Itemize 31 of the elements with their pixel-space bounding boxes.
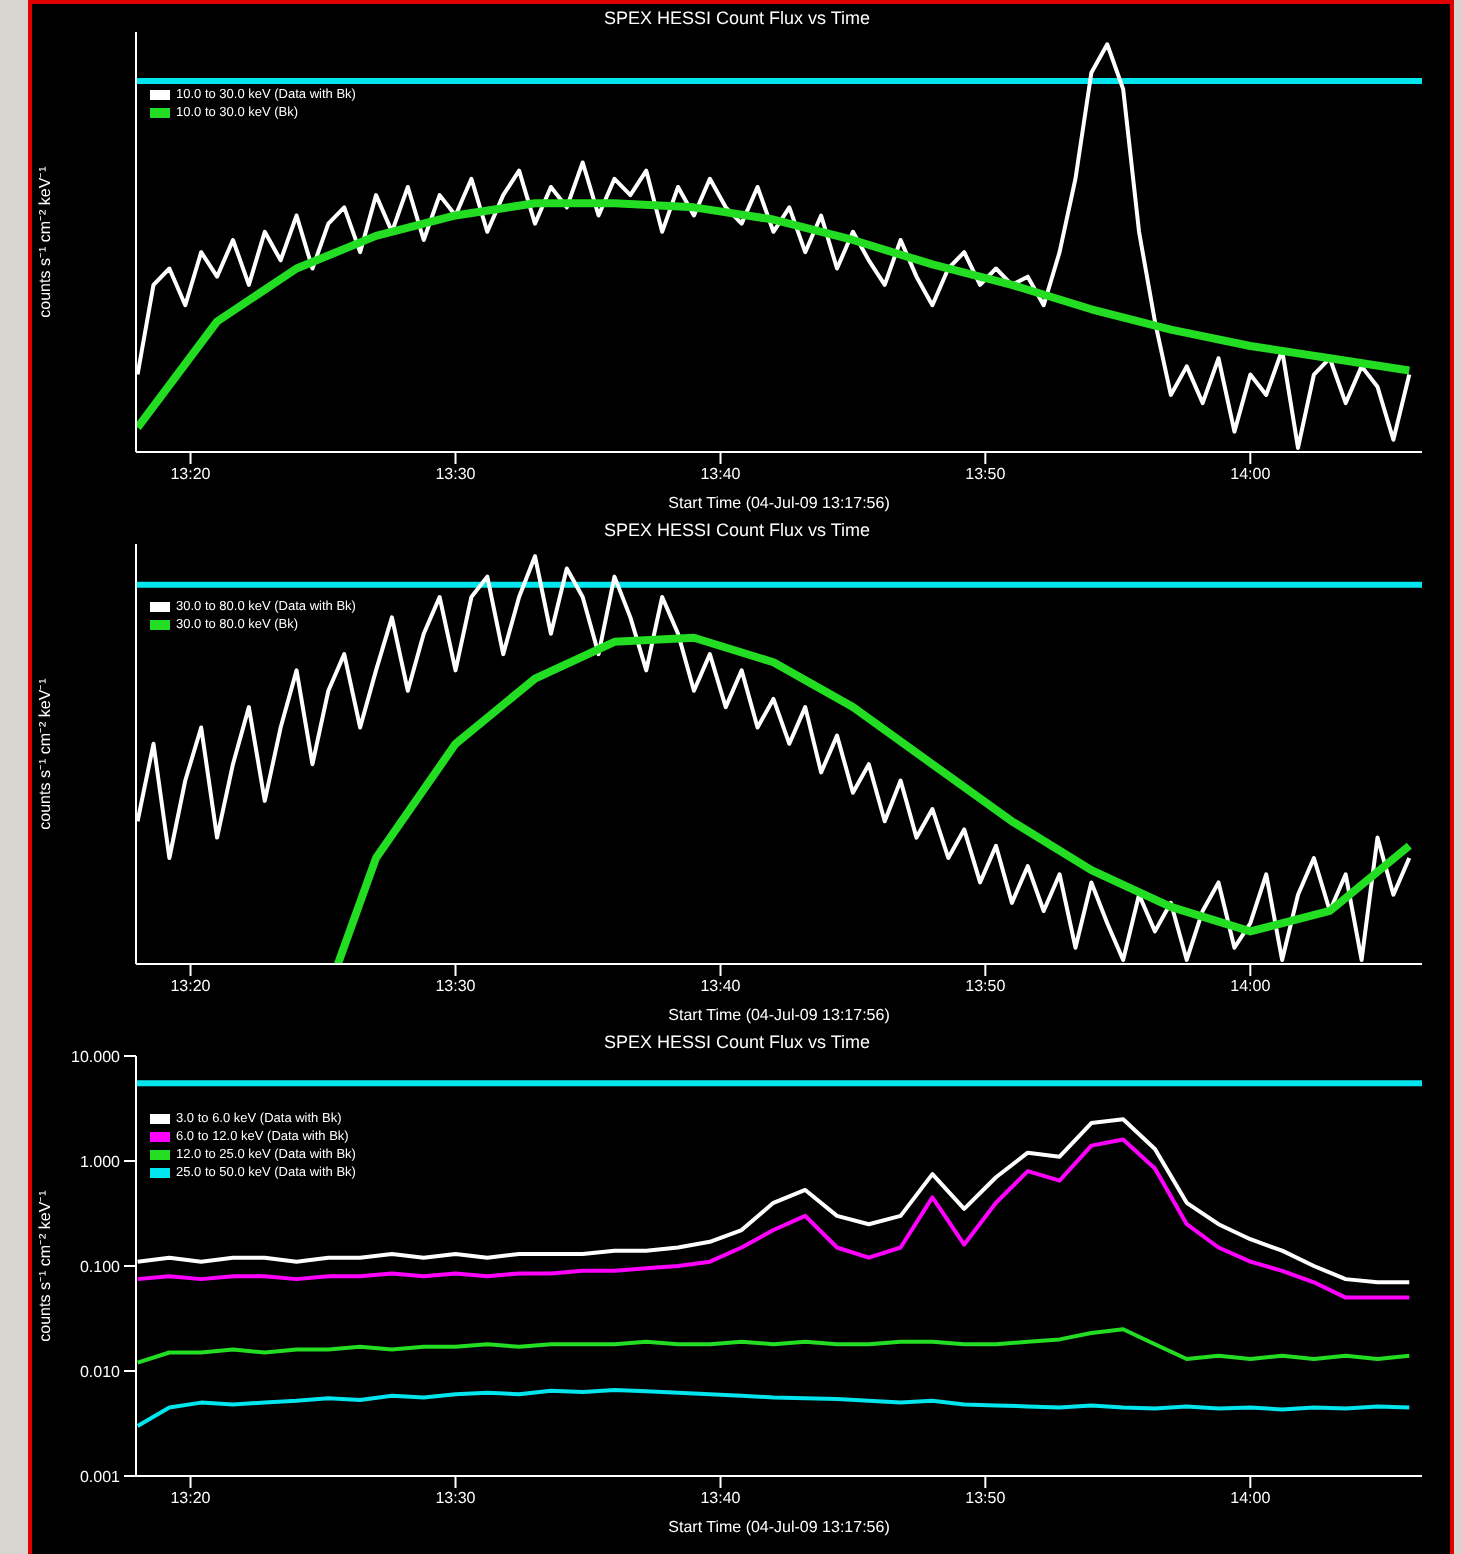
x-axis-title: Start Time (04-Jul-09 13:17:56): [668, 494, 891, 512]
y-axis-title: counts s⁻¹ cm⁻² keV⁻¹: [35, 165, 54, 318]
chart-title: SPEX HESSI Count Flux vs Time: [601, 520, 873, 540]
x-tick-label: 14:00: [1230, 1489, 1272, 1508]
x-tick-label: 13:30: [435, 1489, 477, 1508]
x-tick-label: 13:30: [435, 465, 477, 484]
x-axis-title: Start Time (04-Jul-09 13:17:56): [668, 1006, 891, 1024]
x-axis-title: Start Time (04-Jul-09 13:17:56): [668, 1518, 891, 1536]
x-tick-label: 13:20: [170, 977, 212, 996]
x-tick-label: 13:40: [700, 1489, 742, 1508]
line-series: [136, 1327, 1412, 1365]
x-tick-label: 13:20: [170, 1489, 212, 1508]
x-tick-label: 13:50: [965, 1489, 1007, 1508]
y-tick-label: 0.100: [79, 1257, 122, 1276]
y-tick-label: 1.000: [79, 1152, 122, 1171]
chart-title: SPEX HESSI Count Flux vs Time: [601, 8, 873, 28]
y-tick-label: 10.000: [71, 1047, 122, 1066]
y-axis-title: counts s⁻¹ cm⁻² keV⁻¹: [35, 677, 54, 830]
y-tick-label: 0.010: [79, 1362, 122, 1381]
x-tick-label: 13:40: [700, 977, 742, 996]
x-tick-label: 13:50: [965, 977, 1007, 996]
x-tick-label: 14:00: [1230, 465, 1272, 484]
line-series: [136, 1387, 1412, 1428]
y-tick-label: 0.001: [79, 1467, 122, 1486]
x-tick-label: 14:00: [1230, 977, 1272, 996]
y-axis-title: counts s⁻¹ cm⁻² keV⁻¹: [35, 1189, 54, 1342]
x-tick-label: 13:20: [170, 465, 212, 484]
x-tick-label: 13:40: [700, 465, 742, 484]
chart-title: SPEX HESSI Count Flux vs Time: [603, 1032, 871, 1052]
x-tick-label: 13:30: [435, 977, 477, 996]
x-tick-label: 13:50: [965, 465, 1007, 484]
